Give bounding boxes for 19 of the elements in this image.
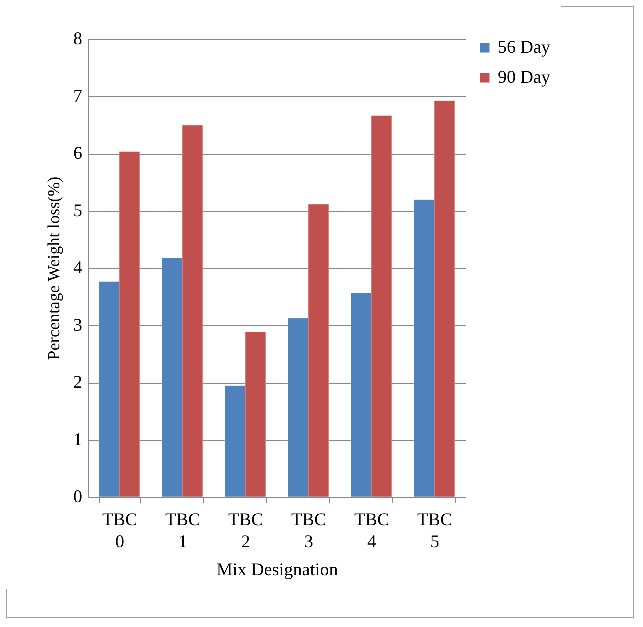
y-tick-label: 4 — [74, 258, 82, 278]
y-tick-label: 6 — [74, 143, 82, 163]
y-tick-label: 0 — [74, 486, 82, 506]
x-tick-label: TBC 2 — [228, 510, 264, 552]
x-tick-label: TBC 4 — [354, 510, 390, 552]
legend-label: 90 Day — [498, 67, 550, 87]
y-tick-label: 3 — [74, 314, 82, 335]
y-axis-title: Percentage Weight loss(%) — [44, 176, 64, 360]
y-tick-label: 8 — [74, 28, 82, 48]
x-tick-label: TBC 0 — [102, 510, 138, 552]
y-tick-label: 2 — [74, 372, 82, 392]
x-tick-label: TBC 5 — [417, 510, 453, 552]
x-tick-label: TBC 3 — [291, 510, 327, 552]
y-tick-label: 1 — [74, 429, 82, 450]
y-tick-label: 5 — [74, 200, 82, 220]
x-axis-title: Mix Designation — [216, 560, 338, 580]
y-tick-label: 7 — [74, 86, 82, 106]
legend-label: 56 Day — [498, 37, 550, 57]
x-tick-label: TBC 1 — [165, 510, 201, 552]
